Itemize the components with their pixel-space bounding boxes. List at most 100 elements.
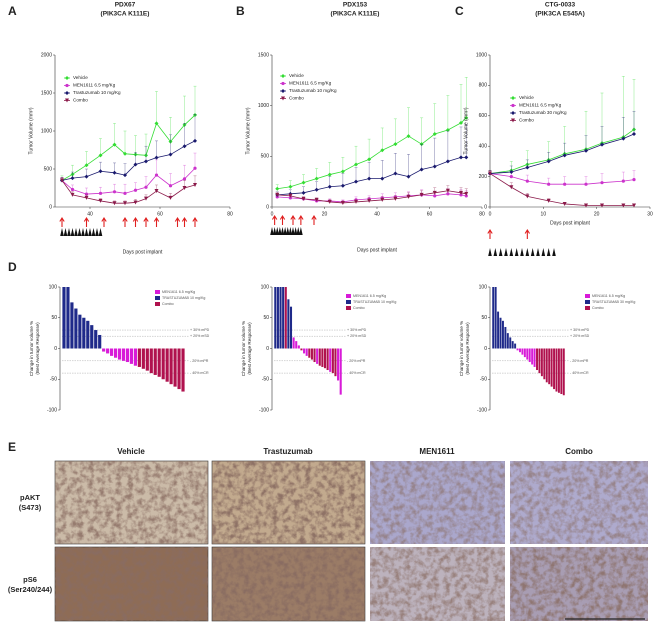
legend-label: TRASTUZUMAB 30 mg/Kg [592, 300, 635, 304]
chart-title: PDX67 [115, 2, 136, 9]
error-bar [584, 135, 588, 151]
y-tick-label: 2000 [41, 52, 52, 58]
y-tick-label: -50 [262, 377, 269, 383]
dosing-triangle [84, 228, 89, 236]
marker [525, 179, 529, 183]
marker [154, 173, 159, 177]
error-bar [341, 173, 345, 186]
marker [70, 187, 75, 192]
y-tick-label: 800 [479, 83, 488, 89]
marker [144, 185, 148, 189]
marker [288, 193, 293, 198]
y-tick-label: 0 [49, 204, 52, 210]
marker [509, 170, 514, 175]
bar [282, 287, 285, 349]
dosing-arrow [487, 228, 493, 239]
error-bar [155, 91, 158, 124]
marker [98, 169, 103, 174]
series-line [61, 140, 196, 181]
marker [70, 176, 75, 181]
dosing-triangle [70, 228, 75, 236]
marker [193, 182, 197, 187]
dosing-arrow [298, 214, 304, 225]
marker [584, 148, 588, 153]
marker [98, 198, 103, 203]
bar [78, 314, 82, 349]
y-tick-label: 50 [481, 315, 487, 321]
reference-label: - 20% mPR [570, 359, 589, 363]
marker [168, 152, 173, 157]
error-bar [459, 84, 463, 123]
marker [464, 155, 469, 160]
marker [632, 132, 636, 137]
marker [301, 190, 306, 195]
bar [545, 348, 548, 383]
tile-texture [212, 547, 365, 621]
legend-label: Combo [289, 96, 304, 101]
dosing-triangle [283, 227, 287, 235]
marker [112, 142, 117, 147]
dosing-triangle [95, 228, 99, 236]
reference-label: - 20% mPR [347, 359, 366, 363]
marker [488, 171, 492, 176]
marker [546, 159, 551, 164]
dosing-arrow [524, 228, 530, 239]
marker [288, 184, 293, 189]
x-axis-label: Days post implant [123, 249, 163, 255]
bar [62, 287, 66, 349]
x-tick-label: 20 [322, 211, 328, 217]
y-tick-label: -50 [480, 377, 487, 383]
marker [419, 192, 424, 197]
error-bar [193, 85, 197, 116]
legend-marker [65, 83, 69, 88]
error-bar [380, 160, 384, 179]
dosing-triangle [81, 228, 85, 236]
legend-swatch [585, 300, 590, 304]
series-line [61, 180, 196, 204]
reference-label: - 40% mCR [570, 371, 589, 375]
series-line [277, 117, 467, 190]
marker [380, 176, 385, 181]
marker [340, 169, 345, 174]
bar [181, 348, 185, 392]
dosing-triangle [91, 228, 96, 236]
y-tick-label: 50 [263, 315, 269, 321]
dosing-triangle [74, 228, 78, 236]
bar [523, 348, 526, 358]
bar [66, 287, 70, 349]
panel-label: D [8, 260, 17, 274]
error-bar [420, 117, 424, 145]
marker [193, 138, 197, 143]
y-tick-label: 0 [484, 346, 487, 352]
dosing-triangle [77, 228, 82, 236]
marker [154, 155, 159, 160]
marker [433, 194, 437, 198]
legend-label: Combo [353, 306, 365, 310]
bar [323, 348, 327, 369]
marker [600, 203, 604, 208]
y-axis-label: Change in tumor volume % [459, 321, 464, 376]
legend-swatch [585, 294, 590, 298]
error-bar [144, 176, 148, 188]
legend-label: Trastuzumab 30 mg/Kg [519, 110, 567, 115]
bar [297, 345, 300, 349]
dosing-arrow [311, 214, 317, 225]
error-bar [144, 146, 148, 162]
marker [275, 195, 279, 199]
x-axis-label: Days post implant [550, 220, 590, 226]
bar [326, 348, 329, 371]
marker [123, 151, 127, 156]
reference-label: - 20% mPR [190, 359, 209, 363]
error-bar [354, 167, 358, 182]
legend-label: TRASTUZUMAB 10 mg/Kg [162, 296, 205, 300]
y-tick-label: 500 [261, 154, 270, 160]
y-tick-label: 100 [261, 284, 270, 290]
marker [112, 170, 117, 175]
tile-texture [212, 461, 365, 544]
marker [419, 167, 424, 172]
bar [279, 287, 282, 349]
marker [327, 172, 332, 177]
bar [289, 306, 293, 349]
y-tick-label: 400 [479, 144, 488, 150]
bar [86, 320, 90, 349]
